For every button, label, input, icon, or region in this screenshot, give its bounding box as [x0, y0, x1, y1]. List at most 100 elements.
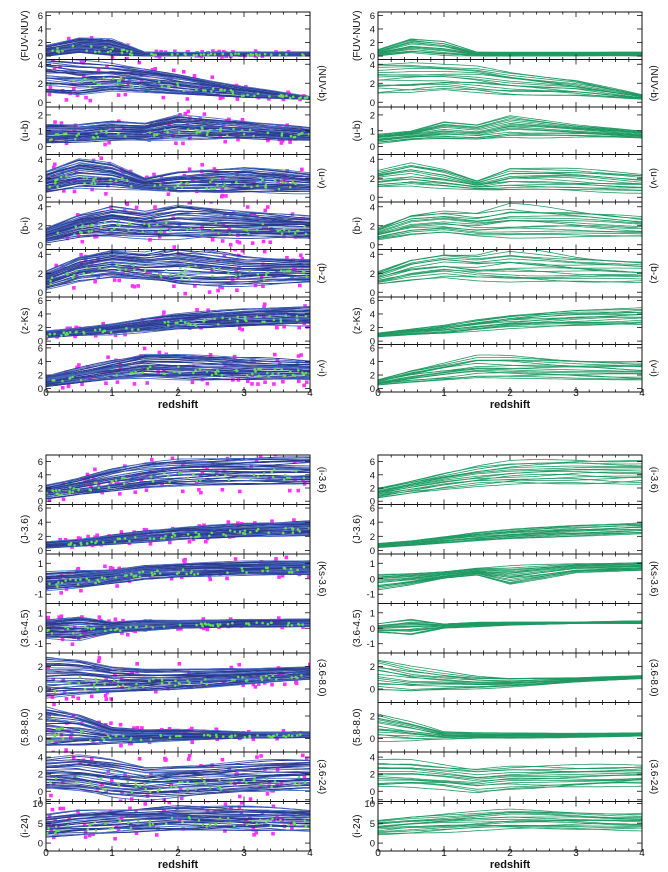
observed-point	[75, 213, 80, 217]
template-track	[378, 222, 642, 236]
fit-point	[257, 368, 261, 371]
fit-point	[203, 780, 206, 783]
fit-point	[291, 531, 295, 535]
template-track	[378, 275, 642, 285]
fit-point	[48, 582, 51, 586]
template-track	[378, 473, 642, 495]
model-track	[46, 168, 310, 183]
fit-point	[199, 622, 203, 626]
y-tick-label: 4	[370, 202, 375, 213]
observed-point	[196, 451, 200, 455]
fit-point	[69, 541, 73, 545]
observed-point	[256, 382, 260, 386]
observed-point	[87, 833, 92, 838]
model-track	[46, 456, 310, 487]
observed-point	[186, 109, 191, 114]
fit-point	[93, 820, 97, 824]
fit-point	[225, 186, 228, 190]
fit-point	[160, 85, 164, 88]
fit-point	[62, 331, 66, 334]
fit-point	[98, 50, 101, 54]
fit-point	[185, 572, 188, 576]
fit-point	[163, 128, 167, 132]
fit-point	[168, 480, 171, 484]
fit-point	[211, 274, 214, 278]
fit-point	[266, 622, 270, 626]
fit-point	[288, 185, 292, 189]
fit-point	[58, 727, 61, 731]
fit-point	[100, 576, 104, 579]
fit-point	[228, 232, 232, 235]
fit-point	[130, 53, 134, 57]
fit-point	[168, 681, 171, 685]
observed-point	[154, 689, 158, 694]
observed-point	[169, 576, 174, 581]
fit-point	[51, 49, 54, 52]
observed-point	[275, 325, 279, 330]
fit-point	[132, 268, 136, 272]
x-tick-label: 2	[507, 848, 513, 859]
observed-point	[223, 139, 228, 144]
observed-point	[162, 369, 166, 373]
fit-point	[202, 89, 205, 92]
fit-point	[129, 625, 132, 629]
fit-point	[110, 229, 114, 232]
observed-point	[261, 225, 266, 230]
observed-point	[274, 557, 278, 561]
fit-point	[108, 827, 112, 831]
panel-ylabel: (i-24)	[20, 815, 31, 838]
fit-point	[234, 274, 238, 278]
fit-point	[169, 273, 172, 277]
fit-point	[210, 178, 214, 181]
fit-point	[68, 486, 72, 489]
fit-point	[228, 529, 232, 532]
model-track	[46, 224, 310, 238]
observed-point	[61, 385, 65, 390]
fit-point	[151, 574, 154, 577]
fit-point	[255, 529, 259, 533]
x-tick-label: 4	[307, 848, 313, 859]
observed-point	[205, 809, 210, 813]
fit-point	[116, 684, 120, 687]
observed-point	[222, 253, 227, 258]
fit-point	[189, 535, 193, 539]
model-track	[46, 258, 310, 279]
fit-point	[158, 572, 162, 575]
fit-point	[77, 132, 81, 136]
template-track	[378, 466, 642, 492]
fit-point	[148, 679, 151, 682]
fit-point	[141, 570, 145, 574]
fit-point	[132, 264, 135, 267]
model-track	[46, 754, 310, 769]
fit-point	[166, 324, 170, 327]
y-tick-label: -1	[35, 795, 43, 806]
fit-point	[103, 45, 107, 49]
model-track	[46, 167, 310, 183]
fit-point	[299, 733, 302, 736]
y-tick-label: 0	[370, 685, 375, 696]
observed-point	[129, 802, 133, 806]
observed-point	[119, 530, 124, 534]
fit-point	[297, 623, 301, 626]
observed-point	[233, 532, 238, 536]
x-tick-label: 4	[307, 388, 313, 399]
y-tick-label: 2	[38, 712, 43, 723]
observed-point	[47, 92, 52, 97]
fit-point	[89, 627, 93, 631]
fit-point	[152, 53, 155, 57]
observed-point	[256, 682, 261, 686]
observed-point	[117, 566, 122, 571]
fit-point	[210, 373, 214, 377]
template-track	[378, 225, 642, 236]
observed-point	[104, 789, 109, 793]
observed-point	[210, 238, 215, 242]
model-track	[46, 126, 310, 138]
observed-point	[282, 324, 286, 329]
fit-point	[304, 825, 308, 829]
y-tick-label: 0	[370, 240, 375, 251]
fit-point	[178, 371, 182, 375]
model-track	[46, 657, 310, 670]
fit-point	[121, 176, 124, 180]
fit-point	[177, 365, 180, 369]
fit-point	[253, 94, 256, 98]
